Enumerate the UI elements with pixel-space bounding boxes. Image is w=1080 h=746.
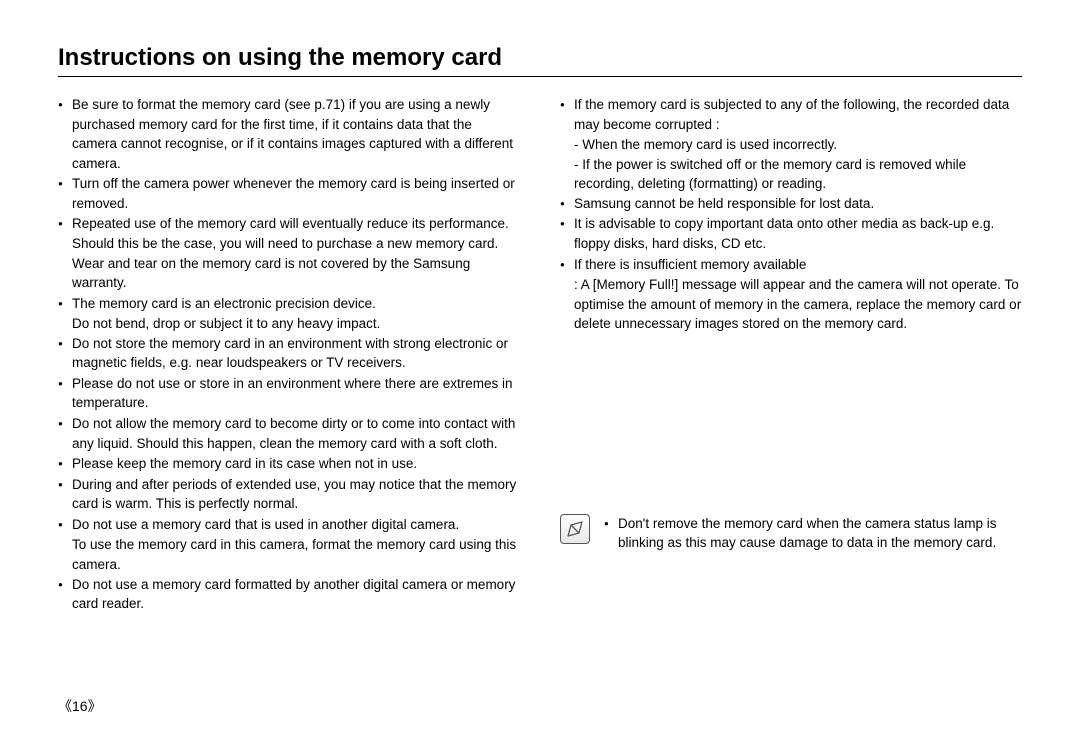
list-item: If the memory card is subjected to any o… bbox=[560, 95, 1022, 134]
continuation-text: To use the memory card in this camera, f… bbox=[58, 535, 520, 574]
content-columns: Be sure to format the memory card (see p… bbox=[58, 95, 1022, 615]
right-column: If the memory card is subjected to any o… bbox=[560, 95, 1022, 615]
list-item: Turn off the camera power whenever the m… bbox=[58, 174, 520, 213]
list-item: Please keep the memory card in its case … bbox=[58, 454, 520, 474]
list-item: Do not store the memory card in an envir… bbox=[58, 334, 520, 373]
list-item: Samsung cannot be held responsible for l… bbox=[560, 194, 1022, 214]
sub-item: - If the power is switched off or the me… bbox=[560, 155, 1022, 194]
note-icon bbox=[560, 514, 590, 544]
list-item: Do not allow the memory card to become d… bbox=[58, 414, 520, 453]
continuation-text: : A [Memory Full!] message will appear a… bbox=[560, 275, 1022, 334]
note-item: Don't remove the memory card when the ca… bbox=[604, 514, 1022, 553]
continuation-text: Do not bend, drop or subject it to any h… bbox=[58, 314, 520, 334]
left-bullet-list-3: Do not use a memory card formatted by an… bbox=[58, 575, 520, 614]
list-item: Do not use a memory card formatted by an… bbox=[58, 575, 520, 614]
list-item: Do not use a memory card that is used in… bbox=[58, 515, 520, 535]
left-bullet-list: Be sure to format the memory card (see p… bbox=[58, 95, 520, 313]
list-item: Repeated use of the memory card will eve… bbox=[58, 214, 520, 292]
list-item: If there is insufficient memory availabl… bbox=[560, 255, 1022, 275]
right-bullet-list-2: Samsung cannot be held responsible for l… bbox=[560, 194, 1022, 274]
note-box: Don't remove the memory card when the ca… bbox=[560, 514, 1022, 553]
list-item: The memory card is an electronic precisi… bbox=[58, 294, 520, 314]
list-item: During and after periods of extended use… bbox=[58, 475, 520, 514]
page-title: Instructions on using the memory card bbox=[58, 44, 1022, 77]
list-item: Please do not use or store in an environ… bbox=[58, 374, 520, 413]
sub-item: - When the memory card is used incorrect… bbox=[560, 135, 1022, 155]
list-item: Be sure to format the memory card (see p… bbox=[58, 95, 520, 173]
right-bullet-list: If the memory card is subjected to any o… bbox=[560, 95, 1022, 134]
note-text: Don't remove the memory card when the ca… bbox=[604, 514, 1022, 553]
left-bullet-list-2: Do not store the memory card in an envir… bbox=[58, 334, 520, 535]
list-item: It is advisable to copy important data o… bbox=[560, 214, 1022, 253]
page-number: 《16》 bbox=[58, 696, 102, 716]
left-column: Be sure to format the memory card (see p… bbox=[58, 95, 520, 615]
